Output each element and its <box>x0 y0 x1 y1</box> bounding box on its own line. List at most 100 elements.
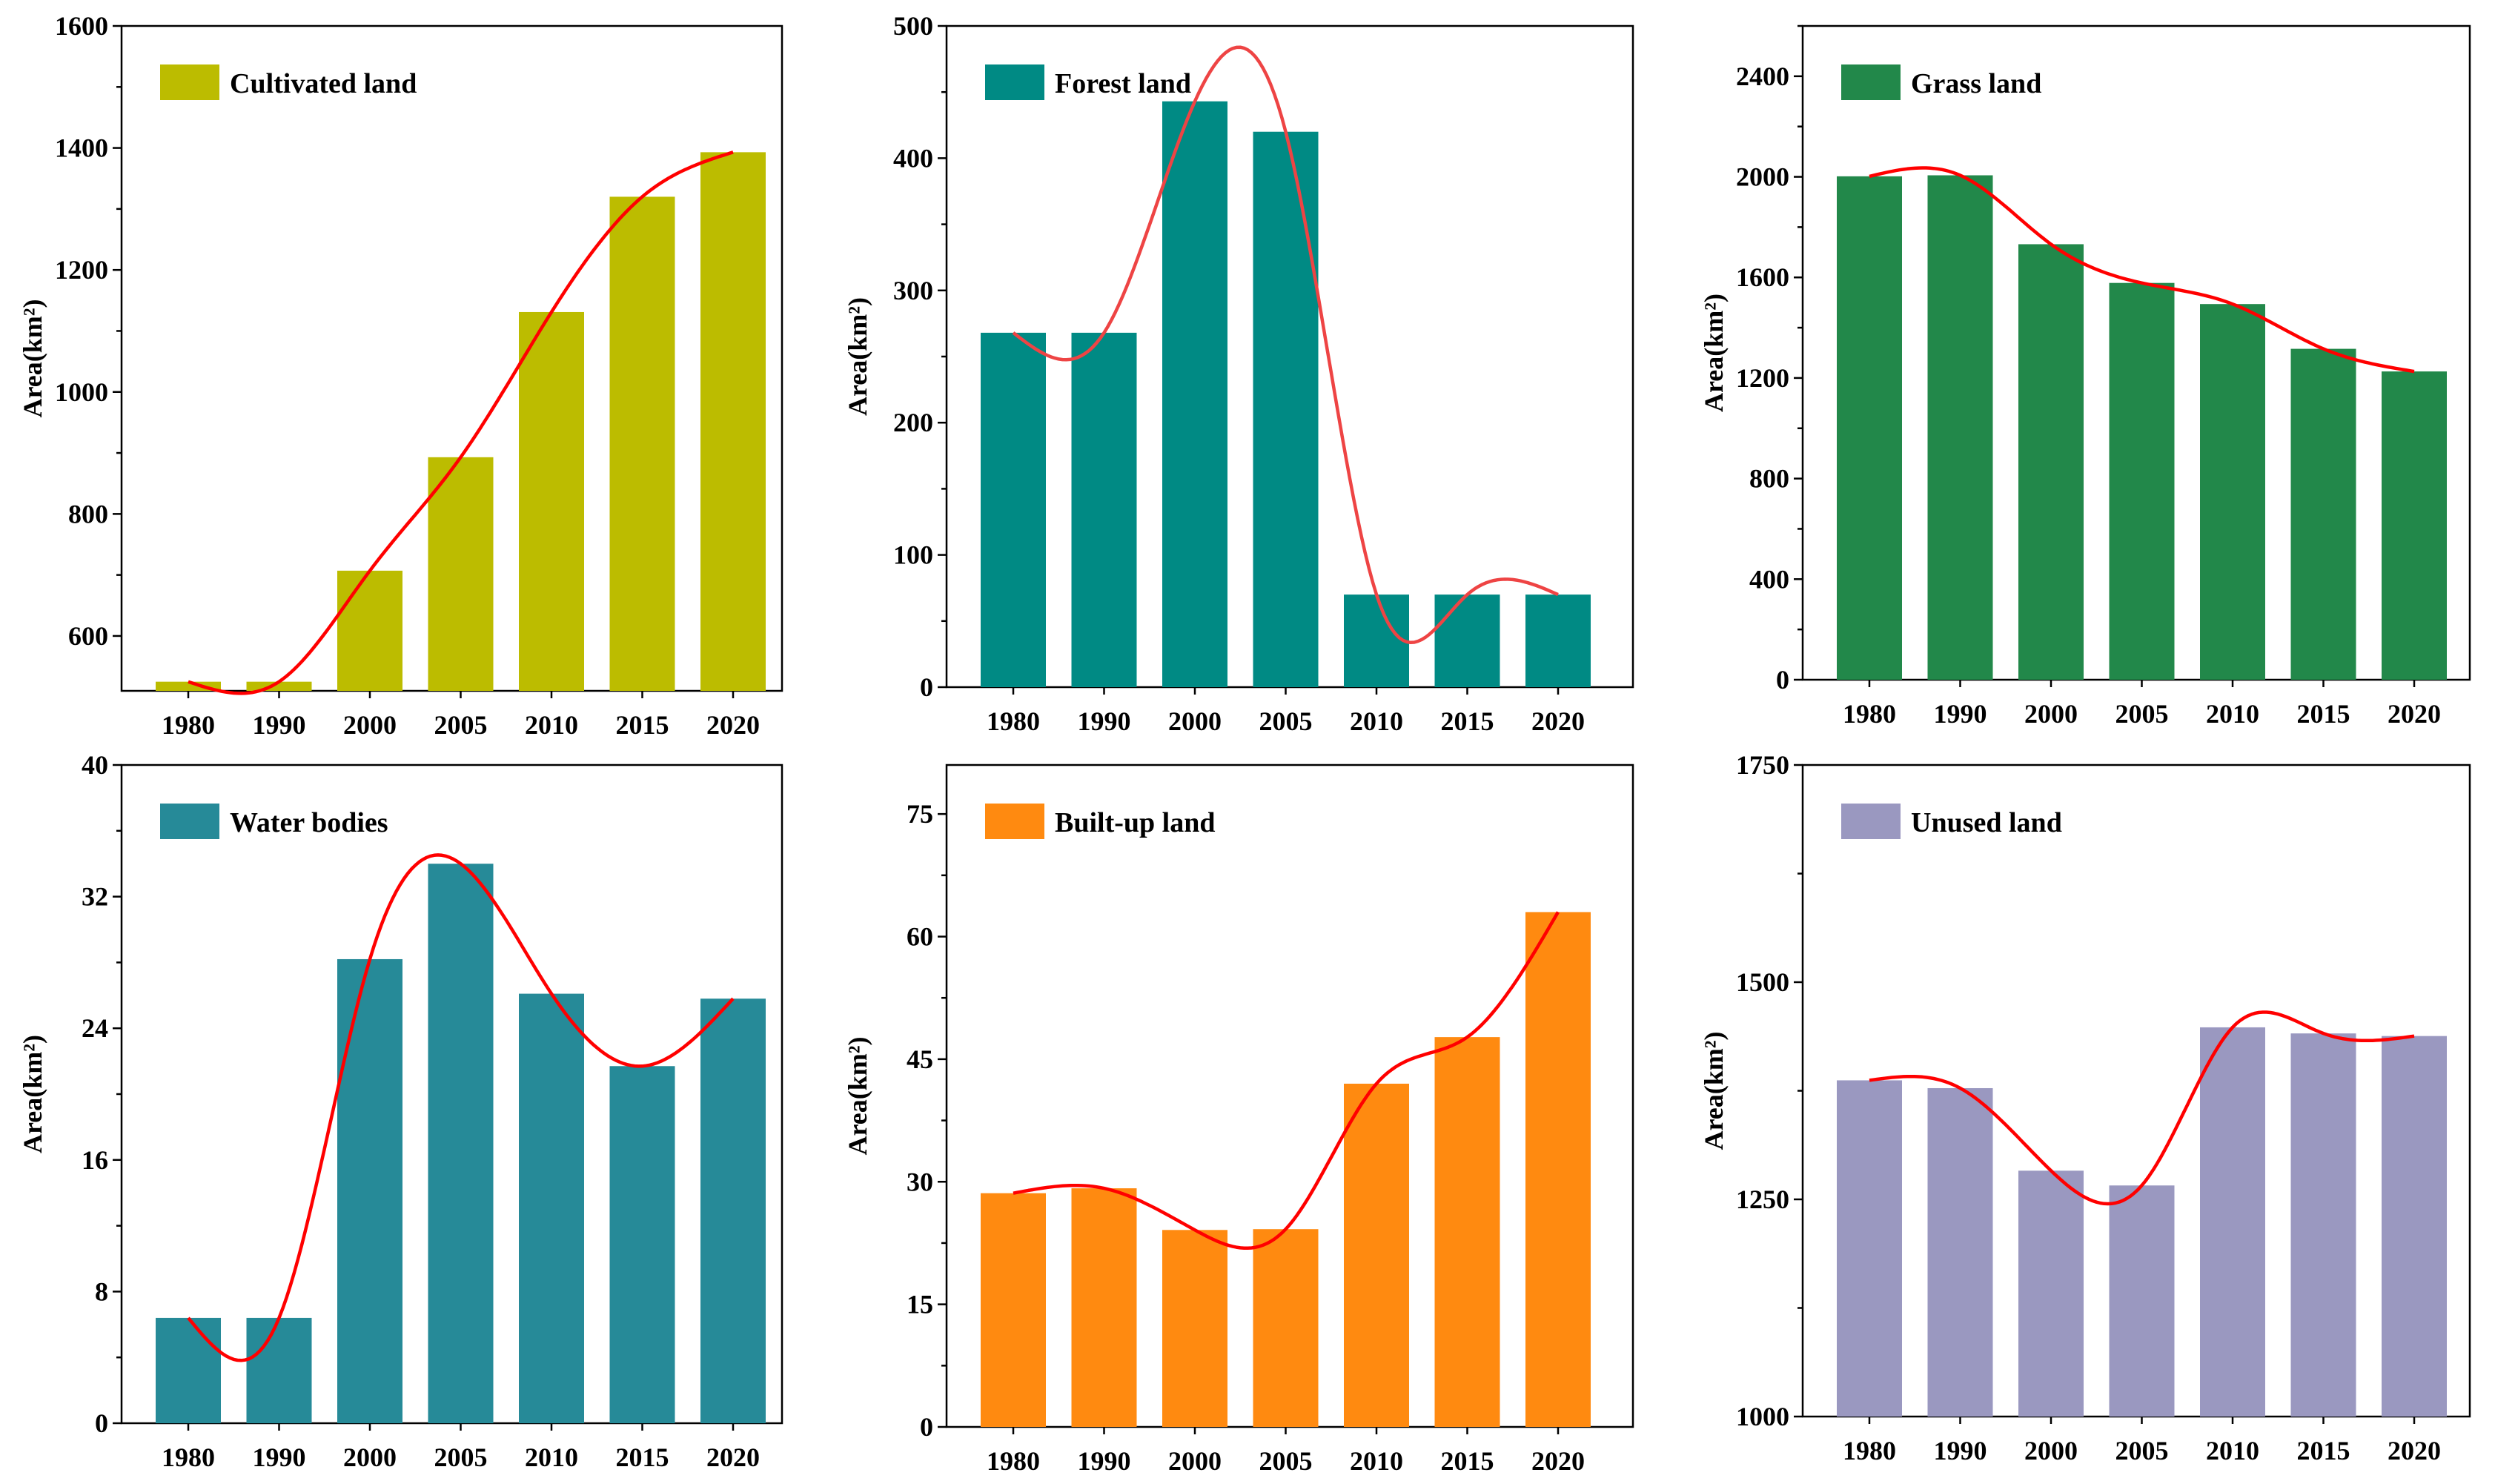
bar-2010[interactable] <box>519 311 584 691</box>
bar-2005[interactable] <box>428 457 494 691</box>
y-tick-label: 400 <box>1749 564 1789 594</box>
x-tick-label: 2010 <box>525 710 578 740</box>
bar-2005[interactable] <box>2109 1185 2175 1417</box>
x-tick-label: 2000 <box>1168 1446 1222 1476</box>
bar-2000[interactable] <box>2018 244 2084 680</box>
bar-1990[interactable] <box>246 1317 312 1423</box>
bar-1980[interactable] <box>1837 176 1902 680</box>
bar-1980[interactable] <box>1837 1080 1902 1417</box>
bar-2000[interactable] <box>1162 1230 1227 1427</box>
bar-2015[interactable] <box>609 1066 675 1423</box>
bar-1980[interactable] <box>981 332 1046 687</box>
chart-panel-3: 0 400 800 1200 1600 2000 2400 Area(km²) 1980 1990… <box>1699 24 2471 729</box>
bar-2015[interactable] <box>1434 1037 1500 1427</box>
y-tick-label: 1000 <box>55 377 108 407</box>
x-tick-label: 2015 <box>616 710 669 740</box>
x-tick-label: 2000 <box>2024 1436 2078 1465</box>
bar-2010[interactable] <box>1344 594 1409 687</box>
bar-2000[interactable] <box>337 958 402 1423</box>
bar-2020[interactable] <box>700 998 766 1423</box>
y-tick-label: 1200 <box>55 255 108 285</box>
trend-curve <box>1869 166 2415 374</box>
bar-2015[interactable] <box>609 196 675 692</box>
y-tick-label: 1000 <box>1736 1402 1789 1431</box>
x-tick-label: 2020 <box>706 1442 760 1472</box>
y-tick-label: 60 <box>907 922 933 952</box>
bar-2010[interactable] <box>2200 304 2265 680</box>
trend-curve <box>1012 45 1559 645</box>
x-tick-label: 1980 <box>1843 699 1896 729</box>
y-tick-label: 0 <box>95 1408 108 1438</box>
x-tick-label: 2005 <box>434 710 488 740</box>
y-tick-label: 800 <box>68 499 108 529</box>
y-tick-label: 75 <box>907 799 933 829</box>
bar-1980[interactable] <box>156 1317 221 1423</box>
bar-2015[interactable] <box>2290 1033 2356 1417</box>
x-tick-label: 2005 <box>434 1442 488 1472</box>
bar-2000[interactable] <box>1162 101 1227 688</box>
x-tick-label: 2020 <box>1531 706 1585 736</box>
bar-1990[interactable] <box>1071 1188 1137 1427</box>
x-tick-label: 1980 <box>1843 1436 1896 1465</box>
bar-2015[interactable] <box>2290 348 2356 680</box>
x-tick-label: 1980 <box>162 1442 215 1472</box>
legend-label: Unused land <box>1911 807 2062 838</box>
bar-2005[interactable] <box>428 864 494 1423</box>
x-tick-label: 2015 <box>2297 699 2350 729</box>
bar-2010[interactable] <box>519 993 584 1423</box>
y-axis-label: Area(km²) <box>1699 1031 1729 1150</box>
bar-2015[interactable] <box>1434 594 1500 687</box>
x-tick-label: 1990 <box>1934 1436 1987 1465</box>
legend-swatch <box>985 804 1044 839</box>
y-axis-label: Area(km²) <box>843 297 872 416</box>
y-tick-label: 1600 <box>1736 262 1789 292</box>
bar-2020[interactable] <box>700 152 766 691</box>
y-tick-label: 1400 <box>55 133 108 163</box>
bar-2020[interactable] <box>2382 1036 2447 1417</box>
x-tick-label: 2005 <box>1259 706 1313 736</box>
x-tick-label: 1980 <box>987 706 1040 736</box>
y-tick-label: 30 <box>907 1167 933 1196</box>
y-tick-label: 1200 <box>1736 363 1789 393</box>
y-tick-label: 100 <box>893 540 933 570</box>
x-tick-label: 2005 <box>2115 1436 2169 1465</box>
x-tick-label: 2020 <box>706 710 760 740</box>
bar-2000[interactable] <box>2018 1170 2084 1417</box>
bar-2020[interactable] <box>1525 912 1591 1427</box>
bar-2020[interactable] <box>1525 594 1591 687</box>
bar-2000[interactable] <box>337 570 402 691</box>
bar-2005[interactable] <box>2109 282 2175 680</box>
y-axis-label: Area(km²) <box>18 1035 47 1153</box>
y-tick-label: 40 <box>82 750 108 780</box>
x-tick-label: 2000 <box>1168 706 1222 736</box>
y-tick-label: 200 <box>893 408 933 437</box>
y-axis-label: Area(km²) <box>1699 294 1729 412</box>
x-tick-label: 1990 <box>1934 699 1987 729</box>
legend-swatch <box>160 804 219 839</box>
y-axis-label: Area(km²) <box>843 1036 872 1155</box>
legend-swatch <box>160 64 219 100</box>
bar-2005[interactable] <box>1253 1229 1319 1427</box>
legend-swatch <box>985 64 1044 100</box>
x-tick-label: 2000 <box>343 710 397 740</box>
x-tick-label: 2015 <box>616 1442 669 1472</box>
y-tick-label: 400 <box>893 143 933 173</box>
y-tick-label: 0 <box>1776 665 1789 695</box>
y-tick-label: 500 <box>893 11 933 41</box>
y-tick-label: 1250 <box>1736 1185 1789 1214</box>
bar-1990[interactable] <box>1927 175 1993 680</box>
bar-2005[interactable] <box>1253 131 1319 688</box>
bar-2010[interactable] <box>2200 1027 2265 1417</box>
bar-2010[interactable] <box>1344 1083 1409 1427</box>
x-tick-label: 1990 <box>253 1442 306 1472</box>
y-tick-label: 15 <box>907 1290 933 1319</box>
bar-2020[interactable] <box>2382 371 2447 680</box>
y-tick-label: 32 <box>82 882 108 912</box>
y-tick-label: 1600 <box>55 11 108 41</box>
bar-1980[interactable] <box>981 1193 1046 1427</box>
x-tick-label: 2010 <box>2206 699 2259 729</box>
legend-label: Built-up land <box>1055 807 1216 838</box>
bar-1990[interactable] <box>1927 1087 1993 1417</box>
bar-1990[interactable] <box>1071 332 1137 687</box>
legend-label: Cultivated land <box>230 68 417 99</box>
